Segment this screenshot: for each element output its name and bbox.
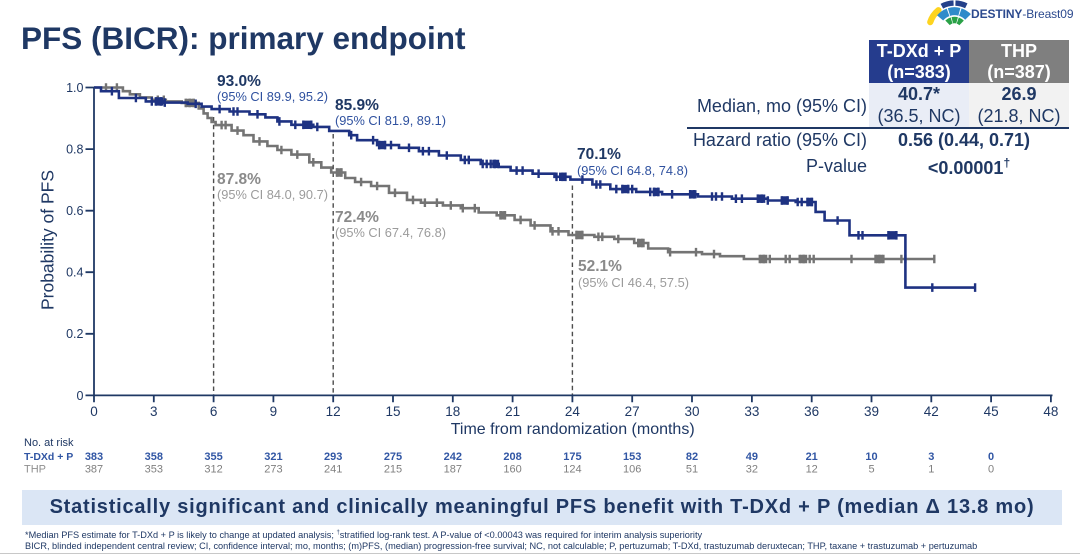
svg-text:387: 387 [85, 464, 103, 476]
svg-text:30: 30 [684, 404, 699, 419]
svg-text:42: 42 [924, 404, 939, 419]
svg-text:0: 0 [988, 451, 994, 463]
svg-text:3: 3 [928, 451, 934, 463]
svg-text:33: 33 [744, 404, 759, 419]
svg-text:48: 48 [1043, 404, 1058, 419]
svg-text:(95% CI 46.4, 57.5): (95% CI 46.4, 57.5) [578, 275, 689, 290]
svg-text:32: 32 [746, 464, 758, 476]
svg-text:187: 187 [444, 464, 462, 476]
svg-text:1.0: 1.0 [66, 81, 83, 95]
svg-text:275: 275 [384, 451, 402, 463]
svg-text:241: 241 [324, 464, 342, 476]
svg-text:39: 39 [864, 404, 879, 419]
svg-text:0.6: 0.6 [66, 204, 83, 218]
svg-text:82: 82 [686, 451, 698, 463]
svg-text:358: 358 [145, 451, 163, 463]
svg-text:0.4: 0.4 [66, 266, 83, 280]
svg-text:24: 24 [565, 404, 581, 419]
svg-text:355: 355 [204, 451, 222, 463]
svg-text:70.1%: 70.1% [577, 146, 621, 163]
svg-text:0.2: 0.2 [66, 327, 83, 341]
svg-text:0.8: 0.8 [66, 143, 83, 157]
svg-text:72.4%: 72.4% [335, 209, 379, 226]
svg-text:No. at risk: No. at risk [24, 437, 74, 449]
svg-text:273: 273 [264, 464, 282, 476]
svg-text:(95% CI 84.0, 90.7): (95% CI 84.0, 90.7) [217, 187, 328, 202]
svg-text:0: 0 [90, 404, 98, 419]
svg-text:52.1%: 52.1% [578, 258, 622, 275]
svg-text:T-DXd + P: T-DXd + P [24, 451, 73, 463]
svg-text:49: 49 [746, 451, 758, 463]
svg-text:9: 9 [270, 404, 278, 419]
svg-text:6: 6 [210, 404, 218, 419]
svg-text:293: 293 [324, 451, 342, 463]
svg-text:18: 18 [445, 404, 460, 419]
svg-text:(95% CI 67.4, 76.8): (95% CI 67.4, 76.8) [335, 225, 446, 240]
svg-text:321: 321 [264, 451, 282, 463]
svg-text:21: 21 [505, 404, 520, 419]
svg-text:215: 215 [384, 464, 402, 476]
svg-text:353: 353 [145, 464, 163, 476]
svg-text:27: 27 [625, 404, 640, 419]
svg-text:51: 51 [686, 464, 698, 476]
svg-text:21: 21 [806, 451, 818, 463]
svg-text:(95% CI 81.9, 89.1): (95% CI 81.9, 89.1) [335, 113, 446, 128]
svg-text:45: 45 [984, 404, 999, 419]
svg-text:87.8%: 87.8% [217, 171, 261, 188]
svg-text:THP: THP [24, 464, 46, 476]
svg-text:93.0%: 93.0% [217, 73, 261, 90]
svg-text:0: 0 [988, 464, 994, 476]
svg-text:(95% CI 89.9, 95.2): (95% CI 89.9, 95.2) [217, 89, 328, 104]
svg-text:Time from randomization (month: Time from randomization (months) [451, 421, 695, 438]
svg-text:(95% CI 64.8, 74.8): (95% CI 64.8, 74.8) [577, 163, 688, 178]
svg-text:242: 242 [444, 451, 462, 463]
svg-text:10: 10 [865, 451, 877, 463]
svg-text:153: 153 [623, 451, 641, 463]
svg-text:312: 312 [204, 464, 222, 476]
svg-text:12: 12 [806, 464, 818, 476]
svg-text:36: 36 [804, 404, 819, 419]
svg-text:85.9%: 85.9% [335, 97, 379, 114]
svg-text:Probability of PFS: Probability of PFS [38, 170, 58, 310]
svg-text:383: 383 [85, 451, 103, 463]
svg-text:106: 106 [623, 464, 641, 476]
svg-text:0: 0 [77, 389, 84, 403]
svg-text:160: 160 [503, 464, 521, 476]
svg-text:208: 208 [503, 451, 521, 463]
svg-text:5: 5 [868, 464, 874, 476]
svg-text:175: 175 [563, 451, 581, 463]
svg-text:1: 1 [928, 464, 934, 476]
svg-text:15: 15 [385, 404, 400, 419]
svg-text:12: 12 [326, 404, 341, 419]
svg-text:3: 3 [150, 404, 158, 419]
svg-text:124: 124 [563, 464, 581, 476]
